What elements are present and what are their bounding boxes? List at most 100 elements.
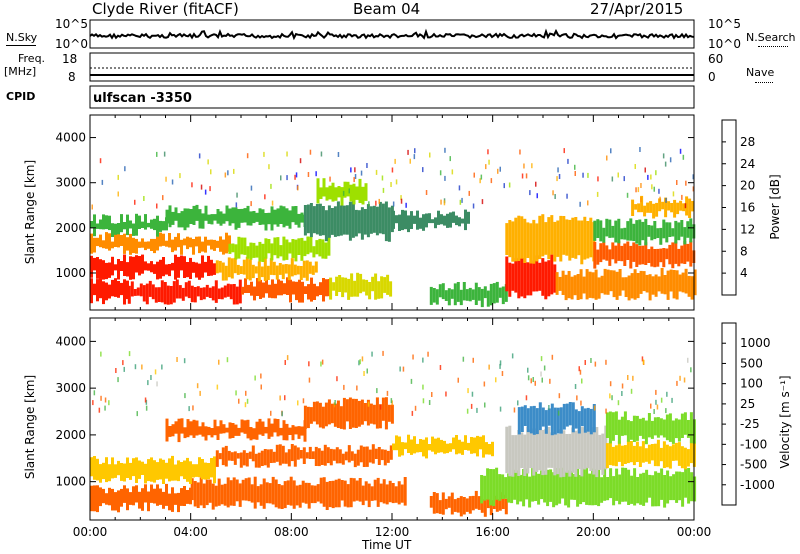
power-cell bbox=[526, 262, 530, 296]
velocity-cell bbox=[486, 468, 490, 500]
velocity-speckle bbox=[690, 367, 692, 373]
power-cell bbox=[328, 185, 332, 200]
power-speckle bbox=[348, 188, 350, 194]
power-cell bbox=[517, 215, 521, 261]
velocity-cell bbox=[243, 420, 247, 434]
nsky-label: N.Sky bbox=[6, 31, 38, 44]
velocity-cell bbox=[358, 478, 362, 502]
power-cell bbox=[306, 236, 310, 255]
power-cell bbox=[615, 271, 619, 300]
power-cell bbox=[347, 278, 351, 300]
power-cell bbox=[262, 282, 265, 298]
velocity-cell bbox=[147, 491, 150, 512]
power-cell bbox=[359, 273, 363, 294]
velocity-speckle bbox=[605, 408, 607, 414]
power-cell bbox=[222, 239, 225, 255]
velocity-cell bbox=[689, 440, 693, 464]
velocity-cell bbox=[174, 464, 177, 481]
velocity-cell bbox=[309, 407, 313, 424]
power-cell bbox=[126, 214, 129, 236]
power-cell bbox=[114, 278, 117, 297]
power-speckle bbox=[200, 184, 203, 190]
velocity-cell bbox=[292, 480, 296, 509]
velocity-band-10 bbox=[517, 402, 596, 436]
power-cbar-tick-label: 8 bbox=[740, 244, 748, 258]
power-cell bbox=[429, 286, 433, 305]
power-ytick-label: 3000 bbox=[55, 176, 86, 190]
power-cell bbox=[162, 233, 165, 246]
velocity-cell bbox=[269, 449, 273, 463]
power-band-2 bbox=[241, 277, 331, 303]
velocity-cell bbox=[617, 419, 621, 444]
power-band-12 bbox=[316, 178, 368, 206]
power-cell bbox=[159, 232, 162, 247]
velocity-cell bbox=[96, 485, 99, 513]
velocity-ytick-label: 3000 bbox=[55, 381, 86, 395]
power-cell bbox=[637, 203, 641, 213]
velocity-cell bbox=[340, 480, 344, 501]
power-cell bbox=[360, 207, 364, 240]
power-cell bbox=[693, 269, 697, 296]
velocity-cell bbox=[278, 444, 282, 466]
velocity-speckle bbox=[431, 392, 433, 397]
velocity-cell bbox=[662, 419, 666, 438]
velocity-cell bbox=[654, 471, 658, 507]
power-speckle bbox=[669, 157, 672, 163]
velocity-speckle bbox=[134, 364, 137, 370]
velocity-cell bbox=[582, 468, 586, 503]
velocity-cell bbox=[102, 462, 105, 480]
power-cell bbox=[270, 206, 274, 231]
velocity-cell bbox=[632, 415, 636, 442]
power-cell bbox=[144, 214, 147, 230]
power-cell bbox=[596, 219, 600, 238]
velocity-cell bbox=[577, 411, 581, 434]
velocity-speckle bbox=[605, 359, 607, 365]
velocity-cell bbox=[365, 446, 369, 467]
velocity-speckle bbox=[302, 398, 305, 404]
velocity-cell bbox=[327, 399, 331, 425]
velocity-speckle bbox=[621, 391, 623, 396]
power-cell bbox=[195, 236, 198, 247]
power-cell bbox=[571, 217, 575, 258]
velocity-cell bbox=[595, 427, 599, 478]
velocity-cell bbox=[214, 485, 218, 507]
power-cell bbox=[153, 218, 156, 231]
velocity-cell bbox=[511, 435, 515, 477]
power-band-7 bbox=[228, 236, 331, 262]
power-cell bbox=[264, 238, 268, 259]
power-cell bbox=[165, 217, 168, 231]
power-cell bbox=[630, 273, 634, 299]
power-cell bbox=[684, 268, 688, 294]
velocity-cell bbox=[180, 488, 183, 506]
velocity-speckle bbox=[676, 380, 678, 386]
velocity-cell bbox=[368, 449, 372, 463]
power-cell bbox=[561, 270, 565, 295]
velocity-cell bbox=[284, 452, 288, 464]
power-cell bbox=[680, 220, 684, 237]
velocity-cell bbox=[202, 483, 206, 509]
power-speckle bbox=[503, 183, 505, 189]
velocity-cell bbox=[615, 468, 619, 501]
velocity-cell bbox=[348, 397, 352, 429]
velocity-cell bbox=[381, 397, 385, 421]
power-speckle bbox=[191, 182, 193, 188]
velocity-cell bbox=[553, 432, 557, 476]
velocity-cell bbox=[310, 485, 314, 504]
power-cell bbox=[365, 279, 369, 296]
power-cell bbox=[341, 277, 345, 298]
power-cell bbox=[553, 264, 557, 293]
power-cell bbox=[177, 213, 181, 228]
velocity-speckle bbox=[527, 375, 530, 381]
power-speckle bbox=[692, 186, 695, 192]
power-cell bbox=[331, 182, 335, 202]
power-cell bbox=[189, 209, 193, 224]
power-cell bbox=[660, 268, 664, 294]
power-cell bbox=[653, 249, 657, 268]
power-speckle bbox=[499, 166, 501, 172]
power-cell bbox=[656, 228, 660, 238]
velocity-cell bbox=[210, 458, 213, 478]
velocity-cell bbox=[346, 484, 350, 508]
velocity-speckle bbox=[511, 353, 514, 359]
power-cell bbox=[538, 262, 542, 291]
power-speckle bbox=[650, 174, 652, 180]
